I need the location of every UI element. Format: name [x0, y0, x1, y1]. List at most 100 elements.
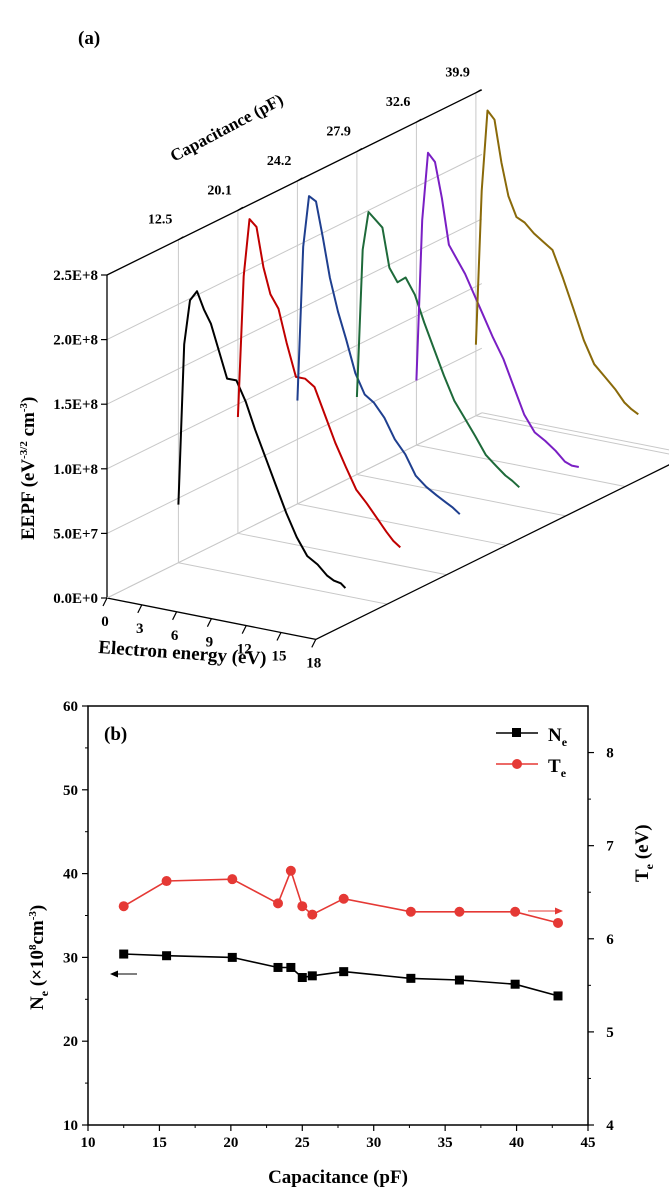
point-te — [161, 876, 172, 887]
capacitance-tick-label: 24.2 — [267, 154, 292, 169]
series-line-te — [123, 868, 559, 924]
point-te — [227, 874, 238, 885]
b-left-y-tick-label: 40 — [63, 867, 78, 883]
capacitance-tick — [297, 177, 303, 182]
point-ne — [553, 991, 563, 1001]
x-tick — [206, 618, 212, 627]
legend-item-te: Te — [496, 756, 567, 780]
point-te — [118, 901, 129, 912]
panel-b-x-axis-title: Capacitance (pF) — [268, 1167, 408, 1188]
point-ne — [227, 952, 237, 962]
eepf-curve-12-5 — [177, 290, 347, 589]
eepf-curve-27-9 — [355, 211, 520, 489]
point-ne — [162, 951, 172, 961]
y-tick-label: 1.0E+8 — [53, 462, 98, 478]
capacitance-tick-label: 32.6 — [386, 95, 411, 110]
legend-item-ne: Ne — [496, 725, 568, 749]
point-te — [338, 893, 349, 904]
b-x-tick-label: 10 — [81, 1135, 96, 1151]
point-ne — [119, 949, 129, 959]
panel-a-y-axis-title: EEPF (eV-3/2 cm-3) — [18, 397, 39, 540]
legend-label-ne: N — [548, 725, 562, 746]
x-tick — [102, 597, 108, 607]
capacitance-tick — [416, 118, 422, 123]
b-x-tick-label: 40 — [509, 1135, 524, 1151]
y-tick-label: 5.0E+7 — [53, 526, 98, 542]
point-ne — [286, 962, 296, 972]
x-tick-label: 0 — [101, 614, 109, 630]
b-x-tick-label: 20 — [223, 1135, 238, 1151]
b-x-tick-label: 35 — [438, 1135, 453, 1151]
b-x-tick-label: 30 — [366, 1135, 381, 1151]
x-tick — [137, 604, 143, 614]
x-tick — [276, 632, 282, 641]
floor-back-line — [106, 412, 483, 599]
b-x-tick-label: 15 — [152, 1135, 167, 1151]
x-tick-label: 12 — [237, 642, 252, 658]
floor-gridline — [297, 503, 507, 546]
legend-label-ne-sub: e — [562, 735, 568, 749]
eepf-curve-24-2 — [296, 195, 461, 515]
panel-b-series — [118, 865, 563, 1001]
panel-a-axes — [106, 89, 669, 641]
panel-b-right-y-ticks: 4 5 6 7 8 — [588, 746, 614, 1134]
point-ne — [297, 973, 307, 983]
y-tick-label: 1.5E+8 — [53, 397, 98, 413]
right-y-title-end: (eV) — [632, 824, 653, 864]
panel-b-x-ticks: 10 15 20 25 30 35 40 45 — [81, 1125, 596, 1151]
point-te — [405, 906, 416, 917]
left-y-title-end: ) — [27, 905, 48, 911]
b-right-y-tick-label: 4 — [606, 1118, 614, 1134]
back-wall-gridline — [106, 347, 483, 534]
floor-gridline — [178, 562, 388, 605]
point-ne — [273, 962, 283, 972]
y-tick-label: 2.0E+8 — [53, 333, 98, 349]
y-tick-label: 0.0E+0 — [53, 591, 98, 607]
panel-a-3d-eepf-chart: (a) 0.0E+0 5.0E+7 1.0E+8 1.5E+8 2.0E+8 2.5E+8… — [18, 28, 669, 671]
point-ne — [307, 971, 317, 981]
panel-a-x-ticks: 0 3 6 9 12 15 18 — [101, 597, 321, 671]
b-left-y-tick-label: 20 — [63, 1034, 78, 1050]
floor-edge-line — [315, 464, 669, 640]
point-te — [285, 865, 296, 876]
point-ne — [454, 975, 464, 985]
panel-a-series — [177, 109, 639, 589]
panel-a-label: (a) — [78, 28, 100, 49]
eepf-curve-39-9 — [474, 109, 639, 416]
right-y-title-main: T — [632, 869, 653, 882]
panel-a-capacitance-ticks: 12.5 20.1 24.2 27.9 32.6 39.9 — [148, 66, 482, 241]
legend-label-te-sub: e — [561, 766, 567, 780]
panel-a-y-axis-title-sup2: -3 — [18, 402, 30, 412]
capacitance-tick-label: 12.5 — [148, 213, 173, 228]
x-tick — [172, 611, 178, 621]
left-y-title-sub: e — [37, 990, 51, 996]
floor-gridline — [475, 415, 669, 455]
floor-gridline — [237, 532, 447, 576]
panel-a-y-axis-title-main: EEPF (eV — [18, 459, 39, 540]
x-tick — [311, 639, 317, 648]
point-ne — [339, 967, 349, 977]
b-right-y-tick-label: 6 — [606, 932, 614, 948]
b-left-y-tick-label: 50 — [63, 783, 78, 799]
floor-gridline — [356, 474, 566, 517]
x-tick-label: 9 — [206, 635, 214, 651]
capacitance-tick-label: 39.9 — [445, 66, 470, 81]
panel-b-left-y-ticks: 10 20 30 40 50 60 — [63, 699, 88, 1134]
capacitance-tick — [178, 236, 184, 241]
te-right-axis-arrow — [528, 907, 563, 915]
panel-a-y-axis-title-mid: cm — [18, 412, 39, 441]
back-wall-gridline — [106, 153, 483, 341]
panel-a-grid — [106, 89, 669, 605]
capacitance-tick-label: 27.9 — [326, 125, 351, 140]
floor-gridline — [416, 444, 626, 488]
b-left-y-tick-label: 30 — [63, 950, 78, 966]
back-wall-gridline — [106, 218, 483, 405]
y-tick-label: 2.5E+8 — [53, 268, 98, 284]
capacitance-tick — [475, 89, 482, 94]
floor-back-edge — [481, 412, 669, 451]
left-y-title-sup1: 8 — [27, 944, 39, 950]
left-y-title-sup2: -3 — [27, 911, 39, 921]
b-left-y-tick-label: 60 — [63, 699, 78, 715]
b-right-y-tick-label: 7 — [606, 839, 614, 855]
point-te — [454, 906, 465, 917]
